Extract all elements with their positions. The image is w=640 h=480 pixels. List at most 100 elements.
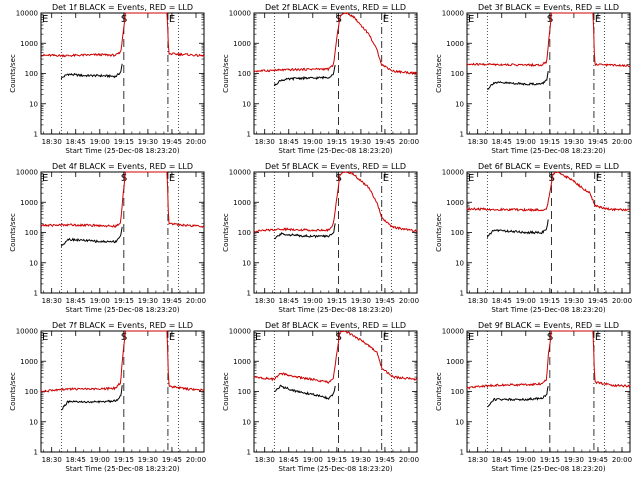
lld-series-line	[253, 330, 418, 384]
x-tick-label: 18:30	[255, 297, 275, 305]
x-tick-label: 19:45	[162, 138, 182, 146]
marker-label-s: S	[335, 173, 341, 184]
marker-label-e: E	[468, 332, 474, 343]
chart-title: Det 2f BLACK = Events, RED = LLD	[265, 3, 406, 12]
marker-label-s: S	[121, 173, 127, 184]
x-tick-label: 20:00	[612, 297, 632, 305]
y-tick-label: 10000	[16, 169, 38, 177]
events-series-line	[60, 226, 123, 247]
x-axis-label: Start Time (25-Dec-08 18:23:20)	[278, 306, 392, 314]
x-tick-label: 18:30	[255, 138, 275, 146]
events-series-line	[274, 223, 336, 240]
y-tick-label: 1000	[446, 40, 464, 48]
y-tick-label: 1	[247, 290, 251, 298]
x-tick-label: 19:45	[588, 138, 608, 146]
marker-label-s: S	[121, 332, 127, 343]
x-tick-label: 20:00	[399, 456, 419, 464]
x-tick-label: 18:30	[468, 138, 488, 146]
x-tick-label: 19:00	[516, 456, 536, 464]
plot-frame	[466, 330, 631, 453]
chart-title: Det 1f BLACK = Events, RED = LLD	[52, 3, 193, 12]
lld-series-line	[40, 171, 205, 228]
x-axis-label: Start Time (25-Dec-08 18:23:20)	[65, 465, 179, 473]
x-tick-label: 18:45	[492, 456, 512, 464]
y-tick-label: 100	[25, 388, 38, 396]
marker-label-e: E	[383, 332, 389, 343]
x-axis-label: Start Time (25-Dec-08 18:23:20)	[278, 147, 392, 155]
chart-title: Det 6f BLACK = Events, RED = LLD	[478, 162, 619, 171]
x-tick-label: 19:30	[564, 297, 584, 305]
y-tick-label: 1000	[20, 199, 38, 207]
x-tick-label: 18:30	[255, 456, 275, 464]
x-tick-label: 19:15	[327, 297, 347, 305]
y-tick-label: 10000	[442, 328, 464, 336]
chart-panel-5: Det 5f BLACK = Events, RED = LLD 1 10 100 10…	[222, 162, 419, 314]
chart-title: Det 9f BLACK = Events, RED = LLD	[478, 321, 619, 330]
marker-label-e: E	[169, 332, 175, 343]
x-tick-label: 20:00	[399, 297, 419, 305]
y-axis-label: Counts/sec	[9, 54, 17, 93]
marker-label-s: S	[547, 14, 553, 25]
y-tick-label: 10000	[16, 10, 38, 18]
y-tick-label: 1000	[233, 199, 251, 207]
x-tick-label: 19:30	[351, 297, 371, 305]
y-tick-label: 10	[29, 100, 38, 108]
chart-title: Det 3f BLACK = Events, RED = LLD	[478, 3, 619, 12]
chart-panel-1: Det 1f BLACK = Events, RED = LLD 1 10 100 10…	[9, 3, 206, 155]
x-tick-label: 20:00	[399, 138, 419, 146]
x-tick-label: 19:45	[375, 456, 395, 464]
y-tick-label: 1	[460, 131, 464, 139]
lld-series-line	[40, 12, 205, 58]
x-tick-label: 18:45	[66, 456, 86, 464]
y-tick-label: 10	[455, 418, 464, 426]
y-tick-label: 10000	[16, 328, 38, 336]
marker-label-e: E	[468, 14, 474, 25]
y-tick-label: 1	[34, 131, 38, 139]
y-tick-label: 100	[451, 229, 464, 237]
events-series-line	[273, 64, 336, 87]
lld-series-line	[466, 12, 631, 68]
chart-panel-3: Det 3f BLACK = Events, RED = LLD 1 10 100 10…	[435, 3, 632, 155]
y-tick-label: 10	[242, 418, 251, 426]
marker-label-s: S	[548, 173, 554, 184]
lld-series-line	[253, 12, 418, 76]
y-tick-label: 100	[451, 70, 464, 78]
x-tick-label: 18:30	[42, 138, 62, 146]
x-tick-label: 19:45	[162, 297, 182, 305]
x-tick-label: 19:15	[540, 138, 560, 146]
y-tick-label: 10000	[442, 10, 464, 18]
events-series-line	[486, 219, 549, 238]
x-tick-label: 19:45	[375, 138, 395, 146]
marker-label-s: S	[121, 14, 127, 25]
plot-frame	[253, 171, 418, 294]
marker-label-e: E	[383, 14, 389, 25]
lld-series-line	[253, 171, 418, 233]
x-tick-label: 18:30	[468, 297, 488, 305]
y-tick-label: 1	[34, 449, 38, 457]
lld-series-line	[466, 171, 631, 212]
y-tick-label: 100	[238, 388, 251, 396]
x-tick-label: 19:45	[588, 297, 608, 305]
y-axis-label: Counts/sec	[435, 213, 443, 252]
x-tick-label: 19:45	[375, 297, 395, 305]
y-tick-label: 1000	[233, 40, 251, 48]
x-tick-label: 18:45	[66, 138, 86, 146]
y-tick-label: 100	[25, 70, 38, 78]
events-series-line	[60, 63, 123, 80]
y-tick-label: 100	[238, 70, 251, 78]
y-tick-label: 1	[460, 290, 464, 298]
marker-label-e: E	[255, 332, 261, 343]
y-axis-label: Counts/sec	[222, 372, 230, 411]
y-tick-label: 10	[29, 418, 38, 426]
y-tick-label: 10	[455, 259, 464, 267]
x-tick-label: 19:00	[303, 138, 323, 146]
events-series-line	[487, 386, 549, 408]
marker-label-e: E	[595, 332, 601, 343]
x-tick-label: 19:30	[351, 456, 371, 464]
y-tick-label: 10000	[229, 169, 251, 177]
y-tick-label: 1	[34, 290, 38, 298]
marker-label-s: S	[547, 332, 553, 343]
x-tick-label: 20:00	[186, 138, 206, 146]
x-axis-label: Start Time (25-Dec-08 18:23:20)	[65, 147, 179, 155]
